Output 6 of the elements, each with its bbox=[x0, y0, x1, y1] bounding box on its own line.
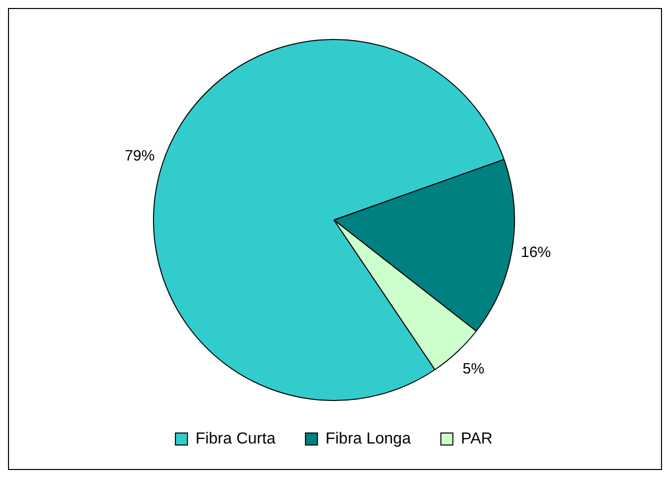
data-label: 79% bbox=[124, 147, 155, 164]
data-label: 5% bbox=[462, 360, 484, 378]
legend-label: Fibra Curta bbox=[195, 430, 276, 448]
legend-label: PAR bbox=[460, 430, 493, 448]
legend-label: Fibra Longa bbox=[325, 430, 411, 448]
data-label: 16% bbox=[520, 244, 551, 261]
